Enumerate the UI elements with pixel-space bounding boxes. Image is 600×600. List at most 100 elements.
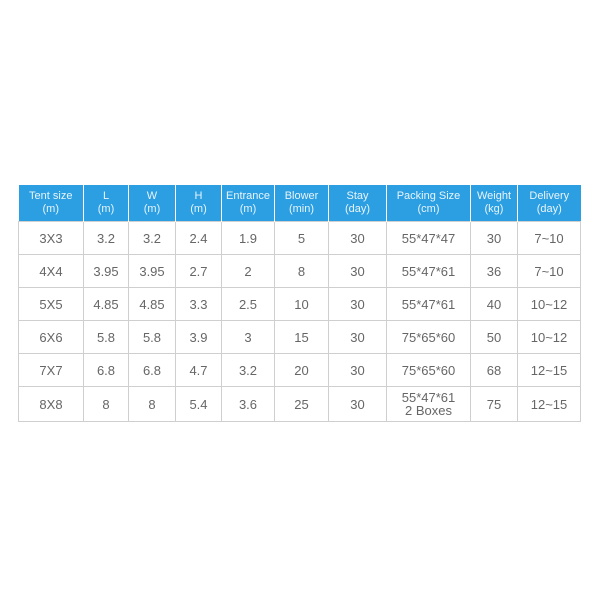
cell-value: 30	[350, 329, 365, 345]
table-cell: 7~10	[517, 221, 581, 255]
cell-value: 10~12	[530, 296, 568, 312]
tent-spec-table: Tent size (m) L (m) W (m) H (m) Entrance (m) Blowe…	[18, 185, 581, 422]
cell-value: 5.8	[142, 329, 162, 345]
cell-value: 55*47*61	[401, 296, 456, 312]
column-header: Tent size (m)	[18, 185, 84, 222]
cell-value: 2.5	[238, 296, 258, 312]
column-label: H	[194, 190, 203, 202]
cell-value: 50	[486, 329, 502, 345]
table-cell: 4.85	[128, 287, 176, 321]
table-cell: 3.95	[83, 254, 129, 288]
column-unit: (m)	[143, 203, 161, 215]
cell-value: 10~12	[530, 329, 568, 345]
column-label: Entrance	[225, 190, 271, 202]
cell-value: 4X4	[39, 263, 63, 279]
cell-value: 4.7	[189, 362, 208, 378]
cell-value: 75	[486, 396, 502, 412]
cell-value: 5.8	[96, 329, 116, 345]
column-header: Delivery (day)	[517, 185, 581, 222]
cell-value: 8	[102, 396, 110, 412]
cell-value: 75*65*60	[401, 329, 456, 345]
cell-value: 36	[486, 263, 502, 279]
table-cell: 10~12	[517, 320, 581, 354]
cell-value: 5X5	[39, 296, 63, 312]
table-cell: 4.7	[175, 353, 222, 387]
table-cell: 50	[470, 320, 518, 354]
column-unit: (m)	[42, 203, 60, 215]
cell-value: 10	[294, 296, 309, 312]
table-cell: 40	[470, 287, 518, 321]
cell-value: 1.9	[238, 230, 258, 246]
cell-value: 15	[294, 329, 309, 345]
cell-value: 6X6	[39, 329, 63, 345]
table-cell: 55*47*61 2 Boxes	[386, 386, 471, 422]
cell-value: 2	[244, 263, 252, 279]
table-cell: 36	[470, 254, 518, 288]
table-cell: 15	[274, 320, 329, 354]
table-cell: 1.9	[221, 221, 275, 255]
cell-value: 7X7	[39, 362, 63, 378]
table-cell: 2.5	[221, 287, 275, 321]
table-cell: 75	[470, 386, 518, 422]
column-unit: (m)	[97, 203, 115, 215]
cell-value: 3.6	[238, 396, 258, 412]
cell-value: 3.2	[238, 362, 258, 378]
column-unit: (m)	[190, 203, 207, 215]
table-cell: 75*65*60	[386, 353, 471, 387]
table-cell: 30	[328, 320, 387, 354]
column-unit: (day)	[536, 203, 562, 215]
table-cell: 3.2	[128, 221, 176, 255]
cell-value: 4.85	[93, 296, 119, 312]
cell-value: 30	[486, 230, 502, 246]
cell-value: 30	[350, 230, 365, 246]
table-header-row: Tent size (m) L (m) W (m) H (m) Entrance (m) Blowe…	[18, 185, 581, 222]
cell-value: 6.8	[142, 362, 162, 378]
column-label: Delivery	[529, 190, 570, 202]
table-cell: 4.85	[83, 287, 129, 321]
table-cell: 68	[470, 353, 518, 387]
table-cell: 6X6	[18, 320, 84, 354]
column-header: Blower (min)	[274, 185, 329, 222]
cell-value: 6.8	[96, 362, 116, 378]
cell-value: 20	[294, 362, 309, 378]
cell-value: 3.9	[189, 329, 208, 345]
cell-value: 5.4	[189, 396, 208, 412]
table-cell: 30	[328, 254, 387, 288]
table-cell: 7X7	[18, 353, 84, 387]
cell-value: 55*47*47	[401, 230, 456, 246]
table-cell: 12~15	[517, 353, 581, 387]
cell-value: 3	[244, 329, 252, 345]
cell-value: 3.2	[142, 230, 162, 246]
table-cell: 4X4	[18, 254, 84, 288]
table-row: 5X5 4.85 4.85 3.3 2.5 10 30 55*47*61 40 10~12	[18, 287, 581, 321]
table-cell: 8	[128, 386, 176, 422]
table-cell: 30	[328, 287, 387, 321]
table-cell: 55*47*61	[386, 254, 471, 288]
table-cell: 2.7	[175, 254, 222, 288]
packing-note: 2 Boxes	[405, 403, 452, 418]
column-header: L (m)	[83, 185, 129, 222]
table-cell: 8	[83, 386, 129, 422]
column-header: Weight (kg)	[470, 185, 518, 222]
cell-value: 3.2	[96, 230, 116, 246]
table-cell: 3.3	[175, 287, 222, 321]
column-header: H (m)	[175, 185, 222, 222]
cell-value: 7~10	[534, 230, 564, 246]
column-header: Stay (day)	[328, 185, 387, 222]
table-cell: 3.9	[175, 320, 222, 354]
table-cell: 3X3	[18, 221, 84, 255]
cell-value: 3.95	[139, 263, 165, 279]
table-cell: 2.4	[175, 221, 222, 255]
table-row: 8X8 8 8 5.4 3.6 25 30 55*47*61 2 Boxes 75 12~15	[18, 386, 581, 422]
cell-value: 8	[297, 263, 306, 279]
table-row: 4X4 3.95 3.95 2.7 2 8 30 55*47*61 36 7~10	[18, 254, 581, 288]
cell-value: 40	[486, 296, 502, 312]
table-cell: 5.4	[175, 386, 222, 422]
table-cell: 5.8	[128, 320, 176, 354]
cell-value: 4.85	[139, 296, 165, 312]
column-label: Weight	[476, 190, 512, 202]
table-cell: 8X8	[18, 386, 84, 422]
cell-value: 30	[350, 396, 365, 412]
table-row: 6X6 5.8 5.8 3.9 3 15 30 75*65*60 50 10~12	[18, 320, 581, 354]
cell-value: 25	[294, 396, 309, 412]
